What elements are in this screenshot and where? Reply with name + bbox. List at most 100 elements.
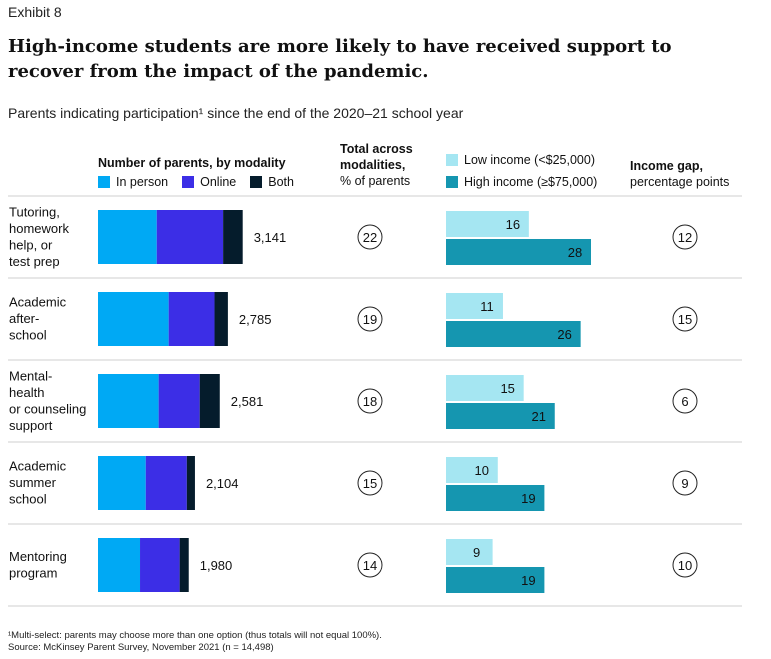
low-income-bar	[446, 457, 498, 483]
total-header-line3: % of parents	[340, 174, 411, 188]
row-label: or counseling	[9, 401, 86, 416]
modality-bar-online	[140, 538, 180, 592]
legend-swatch-low-income	[446, 154, 458, 166]
modality-bar-in-person	[98, 210, 157, 264]
income-gap-label: 15	[678, 312, 692, 327]
legend-in-person: In person	[98, 175, 168, 189]
low-income-bar	[446, 293, 503, 319]
parents-total-label: 1,980	[200, 558, 233, 573]
gap-circle	[672, 388, 698, 414]
high-income-bar	[446, 403, 555, 429]
high-income-value: 28	[568, 245, 582, 260]
high-income-bar	[446, 239, 591, 265]
total-pct-label: 18	[363, 394, 377, 409]
modality-header: Number of parents, by modality	[98, 156, 286, 170]
row-label: program	[9, 565, 57, 580]
modality-bar-both	[214, 292, 228, 346]
modality-bar-both	[179, 538, 189, 592]
footnote-text: ¹Multi-select: parents may choose more t…	[8, 630, 382, 641]
row-label: school	[9, 328, 47, 343]
parents-total-label: 3,141	[254, 230, 287, 245]
low-income-value: 11	[480, 299, 494, 314]
modality-bar-online	[145, 456, 187, 510]
modality-bar-both	[223, 210, 243, 264]
row-label: Tutoring,	[9, 204, 60, 219]
low-income-value: 10	[475, 463, 489, 478]
row-label: school	[9, 492, 47, 507]
gap-circle	[672, 306, 698, 332]
row-label: summer	[9, 475, 57, 490]
parents-total-label: 2,581	[231, 394, 264, 409]
high-income-value: 21	[532, 409, 546, 424]
modality-bar-both	[199, 374, 220, 428]
income-gap-label: 9	[681, 476, 688, 491]
total-circle	[357, 306, 383, 332]
modality-bar-both	[186, 456, 195, 510]
income-gap-label: 12	[678, 230, 692, 245]
low-income-value: 9	[473, 545, 480, 560]
modality-legend: In person Online Both	[98, 175, 308, 189]
total-pct-label: 15	[363, 476, 377, 491]
modality-bar-in-person	[98, 538, 141, 592]
income-gap-label: 10	[678, 558, 692, 573]
gap-circle	[672, 552, 698, 578]
modality-bar-online	[158, 374, 200, 428]
low-income-bar	[446, 211, 529, 237]
row-label: support	[9, 418, 53, 433]
parents-total-label: 2,104	[206, 476, 239, 491]
gap-header: Income gap, percentage points	[630, 158, 729, 190]
total-circle	[357, 388, 383, 414]
high-income-value: 19	[521, 573, 535, 588]
high-income-bar	[446, 485, 545, 511]
parents-total-label: 2,785	[239, 312, 272, 327]
modality-bar-online	[168, 292, 215, 346]
low-income-bar	[446, 539, 493, 565]
total-header-line1: Total across	[340, 142, 413, 156]
exhibit-label: Exhibit 8	[8, 4, 62, 20]
total-pct-label: 14	[363, 558, 377, 573]
high-income-bar	[446, 321, 581, 347]
row-label: Mentoring	[9, 549, 67, 564]
total-header: Total across modalities, % of parents	[340, 141, 413, 189]
footnote: ¹Multi-select: parents may choose more t…	[8, 630, 382, 654]
modality-bar-in-person	[98, 456, 146, 510]
low-income-value: 15	[500, 381, 514, 396]
row-label: homework	[9, 221, 69, 236]
legend-low-income: Low income (<$25,000)	[446, 153, 595, 167]
gap-header-line2: percentage points	[630, 175, 730, 189]
income-gap-label: 6	[681, 394, 688, 409]
legend-label-both: Both	[268, 175, 294, 189]
high-income-bar	[446, 567, 545, 593]
legend-label-high-income: High income (≥$75,000)	[464, 175, 598, 189]
chart-title: High-income students are more likely to …	[8, 36, 672, 82]
total-circle	[357, 224, 383, 250]
row-label: after-	[9, 311, 39, 326]
row-label: health	[9, 385, 44, 400]
row-label: Academic	[9, 295, 67, 310]
gap-circle	[672, 224, 698, 250]
legend-swatch-online	[182, 176, 195, 188]
modality-bar-online	[156, 210, 224, 264]
legend-swatch-high-income	[446, 176, 458, 188]
total-circle	[357, 552, 383, 578]
chart-subtitle: Parents indicating participation¹ since …	[8, 105, 464, 121]
source-text: Source: McKinsey Parent Survey, November…	[8, 642, 274, 653]
high-income-value: 19	[521, 491, 535, 506]
total-pct-label: 22	[363, 230, 377, 245]
total-header-line2: modalities,	[340, 158, 406, 172]
gap-circle	[672, 470, 698, 496]
legend-label-low-income: Low income (<$25,000)	[464, 153, 595, 167]
legend-label-online: Online	[200, 175, 237, 189]
low-income-bar	[446, 375, 524, 401]
row-label: help, or	[9, 237, 53, 252]
row-label: test prep	[9, 254, 60, 269]
legend-both: Both	[250, 175, 294, 189]
gap-header-line1: Income gap,	[630, 159, 703, 173]
row-label: Mental-	[9, 368, 52, 383]
modality-bar-in-person	[98, 374, 159, 428]
legend-swatch-in-person	[98, 176, 110, 188]
row-label: Academic	[9, 459, 67, 474]
legend-high-income: High income (≥$75,000)	[446, 175, 597, 189]
modality-bar-in-person	[98, 292, 169, 346]
